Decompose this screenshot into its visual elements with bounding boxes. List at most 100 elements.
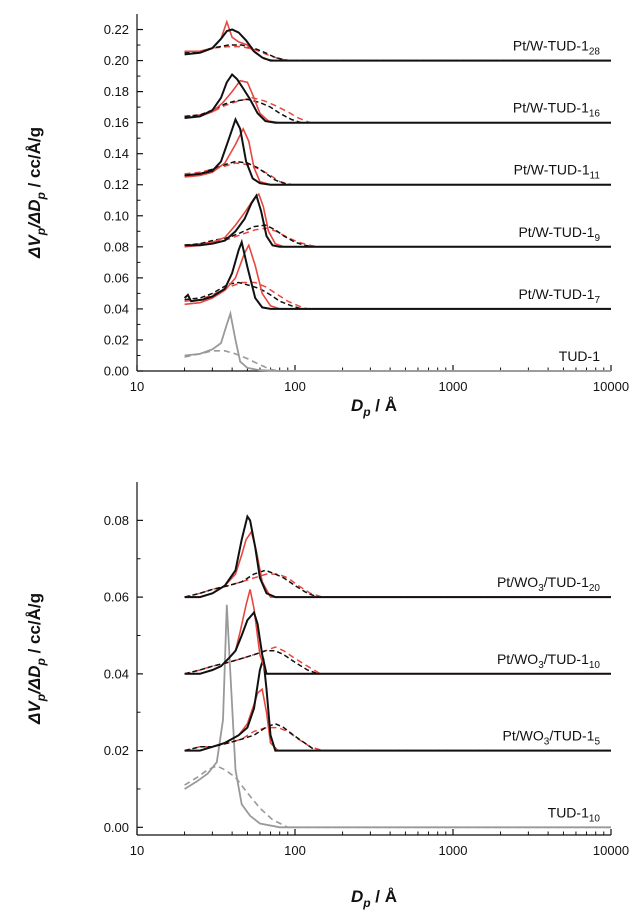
series-dashed-black [184,281,611,310]
curve-label-sub: 10 [589,813,601,824]
curve-label: Pt/WO3/TUD-15 [503,728,601,748]
curve-label-sub: 9 [594,233,600,244]
series-solid-red [184,243,611,310]
series-dashed-black [184,650,611,675]
x-axis-title-main: D [351,396,363,415]
curve-label-mid: /TUD-1 [549,728,594,744]
series-solid-grey [184,310,611,372]
series-solid-black [183,238,611,310]
curve-label-sub: 5 [594,737,600,748]
curve-label-sub: 11 [590,171,601,182]
curve-label-main: TUD-1 [559,348,600,364]
y-tick-label: 0.14 [104,146,129,161]
y-axis-title-part: p [34,694,48,702]
curve-group [184,658,611,752]
x-tick-label: 10000 [593,379,629,394]
series-solid-red [184,127,611,186]
curve-label-main: TUD-1 [548,804,589,820]
series-dashed-black [184,224,611,248]
curve-group [184,604,611,829]
curve-label-mid: /TUD-1 [544,574,589,590]
x-axis-title-unit: / Å [371,887,397,906]
x-axis-title: Dp / Å [351,396,397,419]
x-axis-title-unit: / Å [371,396,397,415]
x-tick-label: 1000 [439,379,468,394]
series-solid-black [184,193,611,248]
y-tick-label: 0.06 [104,590,129,605]
curve-label: Pt/W-TUD-17 [518,286,600,306]
series-solid-black [184,28,611,62]
curve-label: TUD-1 [559,348,600,364]
curve-label: Pt/WO3/TUD-120 [497,574,600,594]
curve-label-main: Pt/WO [503,728,544,744]
y-tick-label: 0.08 [104,513,129,528]
y-axis-title: ΔVp/ΔDp / cc/Å/g [25,127,48,259]
series-dashed-red [184,97,611,124]
curve-group [184,310,611,372]
x-tick-label: 1000 [439,843,468,858]
curve-group [184,192,611,248]
y-axis-title-part: ΔV [25,234,44,259]
series-dashed-black [184,569,611,598]
y-tick-label: 0.12 [104,177,129,192]
x-tick-label: 10 [130,843,144,858]
series-dashed-black [184,160,611,186]
y-axis-title-part: p [34,192,48,200]
y-axis-title: ΔVp/ΔDp / cc/Å/g [25,593,48,725]
curve-label-main: Pt/W-TUD-1 [513,38,589,54]
curve-group [184,19,611,62]
curve-group [184,72,611,124]
series-solid-black [184,116,611,186]
x-axis-title-main: D [351,887,363,906]
y-axis-title-part: / cc/Å/g [25,593,44,658]
series-solid-black [184,658,611,752]
series-solid-grey [184,604,611,829]
curve-group [184,514,611,599]
y-tick-label: 0.02 [104,743,129,758]
y-axis-title-part: / cc/Å/g [25,127,44,192]
curve-label: Pt/W-TUD-19 [518,224,600,244]
curve-label-sub: 7 [594,295,600,306]
y-tick-label: 0.02 [104,332,129,347]
curve-label: Pt/W-TUD-116 [513,100,601,120]
curve-group [184,116,611,186]
x-axis-title-sub: p [362,405,370,419]
series-dashed-red [184,573,611,598]
curve-label-main: Pt/W-TUD-1 [513,100,589,116]
chart-top: 0.00 0.02 0.04 0.06 0.08 0.10 0.12 0.14 0.16 0.18… [25,14,629,419]
series-dashed-red [184,227,611,248]
curve-label-sub: 10 [589,660,601,671]
y-tick-label: 0.08 [104,239,129,254]
y-tick-label: 0.20 [104,53,129,68]
y-axis-title-part: /ΔD [25,666,44,695]
curve-label-sub: 28 [589,47,601,58]
y-tick-label: 0.06 [104,270,129,285]
series-solid-black [184,514,611,599]
y-tick-label: 0.04 [104,666,129,681]
y-tick-label: 0.16 [104,115,129,130]
y-tick-label: 0.10 [104,208,129,223]
curve-label: Pt/W-TUD-111 [514,162,601,182]
x-tick-label: 100 [284,379,306,394]
curve-label-main: Pt/W-TUD-1 [514,162,590,178]
x-tick-label: 10 [130,379,144,394]
y-axis-title-part: ΔV [25,700,44,725]
curve-label-sub: 16 [589,109,601,120]
y-tick-label: 0.22 [104,22,129,37]
x-axis-title-sub: p [362,896,370,910]
y-axis-title-part: p [34,228,48,236]
curve-group [183,238,611,310]
series-dashed-grey [184,765,611,829]
curve-label-sub: 20 [589,583,601,594]
y-axis-title-part: p [34,658,48,666]
y-tick-label: 0.00 [104,820,129,835]
series-solid-black [184,610,611,675]
curve-label: Pt/W-TUD-128 [513,38,601,58]
curve-label: TUD-110 [548,804,601,824]
curve-label-main: Pt/WO [497,574,538,590]
curve-label-main: Pt/WO [497,651,538,667]
curve-group [184,589,611,675]
y-tick-label: 0.18 [104,84,129,99]
curve-label-sub: 3 [538,660,544,671]
